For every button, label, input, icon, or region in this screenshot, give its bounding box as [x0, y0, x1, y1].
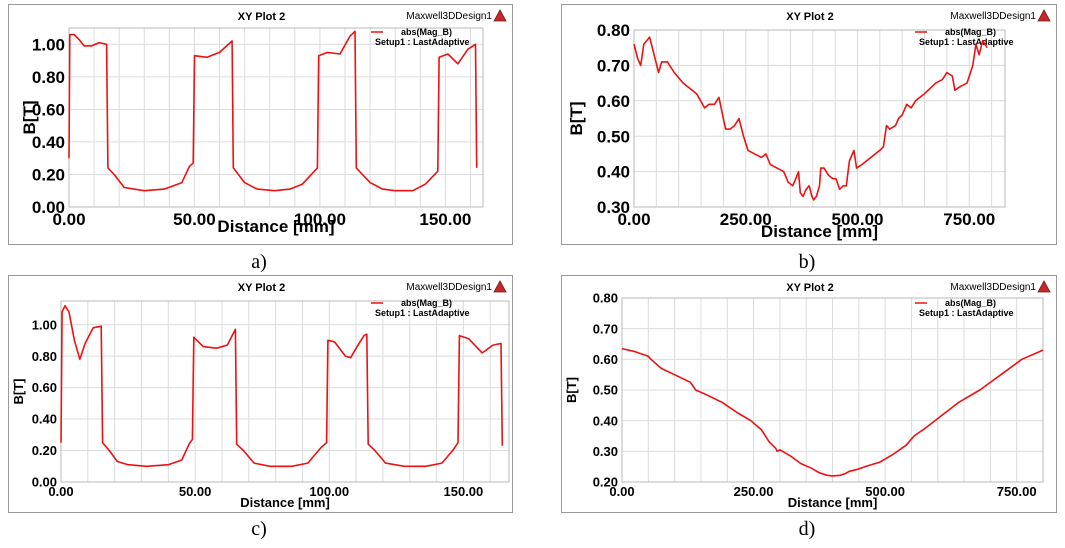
x-tick-label: 500.00: [865, 484, 905, 499]
y-tick-label: 1.00: [32, 317, 57, 332]
plot-area-frame: [621, 297, 1044, 483]
panel-caption-b: b): [798, 251, 816, 273]
chart-title: XY Plot 2: [786, 11, 833, 23]
chart-svg-d: 0.20 0.30 0.40 0.50 0.60 0.70 0.80 0.00 250.00 50…: [564, 280, 1051, 510]
legend-setup-label: Setup1 : LastAdaptive: [919, 37, 1014, 47]
x-tick-label: 0.00: [48, 484, 73, 499]
chart-title: XY Plot 2: [238, 282, 285, 294]
y-axis-label: B[T]: [20, 101, 39, 135]
y-tick-label: 0.70: [593, 321, 618, 336]
y-tick-label: 0.70: [597, 57, 630, 76]
y-tick-label: 0.40: [597, 163, 630, 182]
y-tick-label: 0.20: [32, 443, 57, 458]
y-axis-label: B[T]: [11, 379, 26, 405]
y-tick-label: 0.60: [32, 100, 65, 119]
x-tick-label: 750.00: [997, 484, 1037, 499]
series-line: [621, 347, 1044, 477]
panel-caption-a: a): [251, 251, 267, 273]
y-tick-label: 0.40: [32, 412, 57, 427]
y-tick-label: 0.30: [593, 444, 618, 459]
chart-panel-d: 0.20 0.30 0.40 0.50 0.60 0.70 0.80 0.00 250.00 50…: [561, 275, 1057, 513]
x-tick-label: 500.00: [831, 210, 883, 229]
y-tick-label: 0.80: [593, 291, 618, 306]
x-axis-label: Distance [mm]: [788, 495, 878, 510]
x-tick-label: 0.00: [617, 210, 650, 229]
y-tick-label: 0.60: [597, 92, 630, 111]
x-tick-label: 100.00: [294, 210, 346, 229]
legend-series-label: abs(Mag_B): [401, 298, 452, 308]
y-tick-label: 0.20: [593, 475, 618, 490]
y-tick-label: 0.30: [597, 198, 630, 217]
chart-panel-b: 0.30 0.40 0.50 0.60 0.70 0.80 0.00 250.00 500.00…: [561, 4, 1057, 245]
y-tick-label: 0.40: [32, 133, 65, 152]
y-tick-label: 0.50: [593, 383, 618, 398]
x-axis-label: Distance [mm]: [217, 217, 334, 236]
panel-caption-c: c): [251, 518, 267, 540]
ansys-triangle-logo-icon: [1037, 280, 1051, 293]
y-tick-label: 0.60: [32, 380, 57, 395]
x-tick-label: 150.00: [419, 210, 471, 229]
x-tick-label: 150.00: [444, 484, 484, 499]
x-axis-label: Distance [mm]: [761, 222, 878, 241]
legend-series-label: abs(Mag_B): [401, 27, 452, 37]
plot-area-frame: [633, 29, 1006, 208]
ansys-triangle-logo-icon: [493, 280, 507, 293]
chart-panel-c: 0.00 0.20 0.40 0.60 0.80 1.00 0.00 50.00 100.00 1…: [8, 275, 513, 513]
plot-area-frame: [60, 300, 510, 483]
chart-panel-a: 0.00 0.20 0.40 0.60 0.80 1.00 0.00 50.00 100.00 1…: [8, 4, 513, 245]
y-tick-label: 0.60: [593, 352, 618, 367]
series-line: [68, 30, 478, 192]
x-tick-label: 0.00: [609, 484, 634, 499]
y-tick-label: 0.00: [32, 475, 57, 490]
ansys-triangle-logo-icon: [493, 9, 507, 22]
legend-setup-label: Setup1 : LastAdaptive: [919, 308, 1014, 318]
chart-svg-b: 0.30 0.40 0.50 0.60 0.70 0.80 0.00 250.00 500.00…: [567, 9, 1051, 241]
legend-setup-label: Setup1 : LastAdaptive: [375, 308, 470, 318]
x-tick-label: 750.00: [943, 210, 995, 229]
design-name: Maxwell3DDesign1: [406, 11, 492, 22]
y-axis-label: B[T]: [564, 377, 579, 403]
y-tick-label: 0.50: [597, 127, 630, 146]
x-tick-label: 250.00: [720, 210, 772, 229]
x-tick-label: 250.00: [734, 484, 774, 499]
legend-setup-label: Setup1 : LastAdaptive: [375, 37, 470, 47]
y-tick-label: 0.80: [32, 349, 57, 364]
plot-area-frame: [68, 27, 484, 208]
x-tick-label: 50.00: [173, 210, 216, 229]
chart-svg-a: 0.00 0.20 0.40 0.60 0.80 1.00 0.00 50.00 100.00 1…: [20, 9, 507, 236]
series-line: [60, 304, 504, 468]
y-axis-label: B[T]: [567, 102, 586, 136]
design-name: Maxwell3DDesign1: [950, 11, 1036, 22]
y-tick-label: 1.00: [32, 35, 65, 54]
legend-series-label: abs(Mag_B): [945, 27, 996, 37]
legend-series-label: abs(Mag_B): [945, 298, 996, 308]
x-axis-label: Distance [mm]: [240, 495, 330, 510]
ansys-triangle-logo-icon: [1037, 9, 1051, 22]
series-line: [633, 36, 988, 201]
x-tick-label: 0.00: [52, 210, 85, 229]
chart-svg-c: 0.00 0.20 0.40 0.60 0.80 1.00 0.00 50.00 100.00 1…: [11, 280, 510, 510]
x-tick-label: 100.00: [309, 484, 349, 499]
design-name: Maxwell3DDesign1: [406, 282, 492, 293]
chart-title: XY Plot 2: [786, 282, 833, 294]
panel-caption-d: d): [798, 518, 816, 540]
y-tick-label: 0.20: [32, 166, 65, 185]
y-tick-label: 0.40: [593, 413, 618, 428]
chart-title: XY Plot 2: [238, 11, 285, 23]
design-name: Maxwell3DDesign1: [950, 282, 1036, 293]
x-tick-label: 50.00: [179, 484, 212, 499]
y-tick-label: 0.80: [32, 68, 65, 87]
y-tick-label: 0.80: [597, 21, 630, 40]
y-tick-label: 0.00: [32, 198, 65, 217]
